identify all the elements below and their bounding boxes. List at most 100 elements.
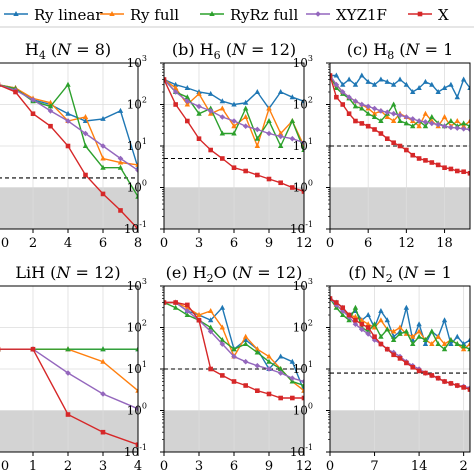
x-tick-label: 12	[296, 236, 313, 251]
legend-label: XYZ1F	[336, 6, 387, 24]
data-point	[384, 346, 390, 352]
data-point	[410, 152, 416, 158]
data-point	[242, 99, 249, 105]
legend: Ry linear Ry full RyRz full XYZ1F X	[0, 0, 474, 28]
x-tick-label: 12	[398, 236, 415, 251]
x-tick-label: 8	[134, 236, 142, 251]
data-point	[196, 317, 202, 323]
data-point	[100, 429, 106, 435]
data-point	[429, 118, 435, 124]
data-point	[266, 366, 272, 372]
x-tick-label: 0	[1, 459, 9, 474]
data-point	[467, 126, 470, 133]
data-point	[378, 333, 384, 339]
data-point	[277, 89, 284, 95]
y-tick-label: 100	[293, 179, 313, 195]
x-tick-label: 9	[265, 459, 273, 474]
x-tick-label: 6	[364, 236, 372, 251]
data-point	[333, 72, 340, 78]
panel-title: (e) H2O (N = 12)	[166, 263, 303, 285]
data-point	[135, 167, 138, 174]
data-point	[83, 172, 88, 178]
data-point	[207, 90, 214, 96]
data-point	[100, 346, 106, 352]
data-point	[330, 296, 333, 301]
legend-label: RyRz full	[230, 6, 298, 24]
series-group	[0, 346, 138, 412]
data-point	[378, 317, 384, 323]
shaded-region	[330, 410, 470, 452]
data-point	[231, 118, 237, 124]
data-point	[353, 317, 358, 323]
data-point	[48, 123, 53, 129]
series-group	[330, 72, 470, 133]
data-point	[30, 346, 36, 352]
data-point	[340, 81, 346, 87]
data-point	[359, 105, 365, 111]
data-point	[13, 89, 18, 95]
data-point	[359, 121, 365, 126]
data-point	[410, 89, 416, 95]
data-point	[435, 375, 441, 381]
data-point	[435, 162, 441, 168]
data-point	[164, 300, 167, 305]
series-group	[164, 299, 304, 388]
shaded-region	[330, 187, 470, 229]
data-point	[196, 312, 202, 318]
data-point	[390, 110, 397, 117]
data-point	[254, 362, 261, 369]
data-point	[435, 333, 441, 339]
data-point	[117, 107, 124, 113]
data-point	[266, 118, 272, 124]
data-point	[460, 76, 467, 82]
data-point	[118, 208, 123, 213]
data-point	[301, 189, 304, 194]
data-point	[384, 326, 390, 332]
data-point	[422, 119, 429, 125]
data-point	[242, 123, 249, 129]
panel-title: (c) H8 (N = 1	[347, 40, 454, 62]
plot-area	[164, 286, 304, 452]
data-point	[278, 180, 283, 186]
data-point	[117, 159, 124, 165]
data-point	[416, 328, 422, 334]
data-point	[243, 168, 248, 174]
legend-marker	[13, 11, 19, 16]
data-point	[173, 102, 178, 107]
data-point	[371, 321, 378, 327]
series-line	[0, 348, 138, 410]
data-point	[301, 139, 304, 146]
y-tick-label: 100	[127, 402, 147, 418]
data-point	[448, 118, 454, 124]
data-point	[100, 391, 106, 397]
data-point	[172, 84, 179, 90]
legend-marker	[315, 11, 321, 17]
data-point	[290, 185, 295, 190]
legend-frame	[0, 0, 474, 28]
data-point	[135, 346, 138, 352]
data-point	[135, 226, 138, 229]
series-line	[0, 348, 138, 392]
data-point	[289, 135, 296, 142]
data-point	[117, 164, 124, 170]
data-point	[397, 356, 403, 361]
data-point	[429, 160, 435, 165]
data-point	[467, 118, 470, 124]
series-group	[330, 72, 470, 100]
data-point	[454, 118, 460, 124]
data-point	[277, 130, 284, 136]
data-point	[365, 321, 371, 327]
data-point	[301, 147, 304, 153]
panel-title: (f) N2 (N = 1	[348, 263, 452, 285]
data-point	[378, 118, 384, 124]
data-point	[441, 317, 448, 323]
data-point	[460, 343, 467, 349]
data-point	[352, 313, 359, 319]
data-point	[219, 341, 226, 347]
series-line	[0, 83, 138, 198]
data-point	[207, 324, 214, 330]
data-point	[242, 358, 249, 365]
data-point	[220, 373, 225, 378]
data-point	[365, 331, 371, 337]
